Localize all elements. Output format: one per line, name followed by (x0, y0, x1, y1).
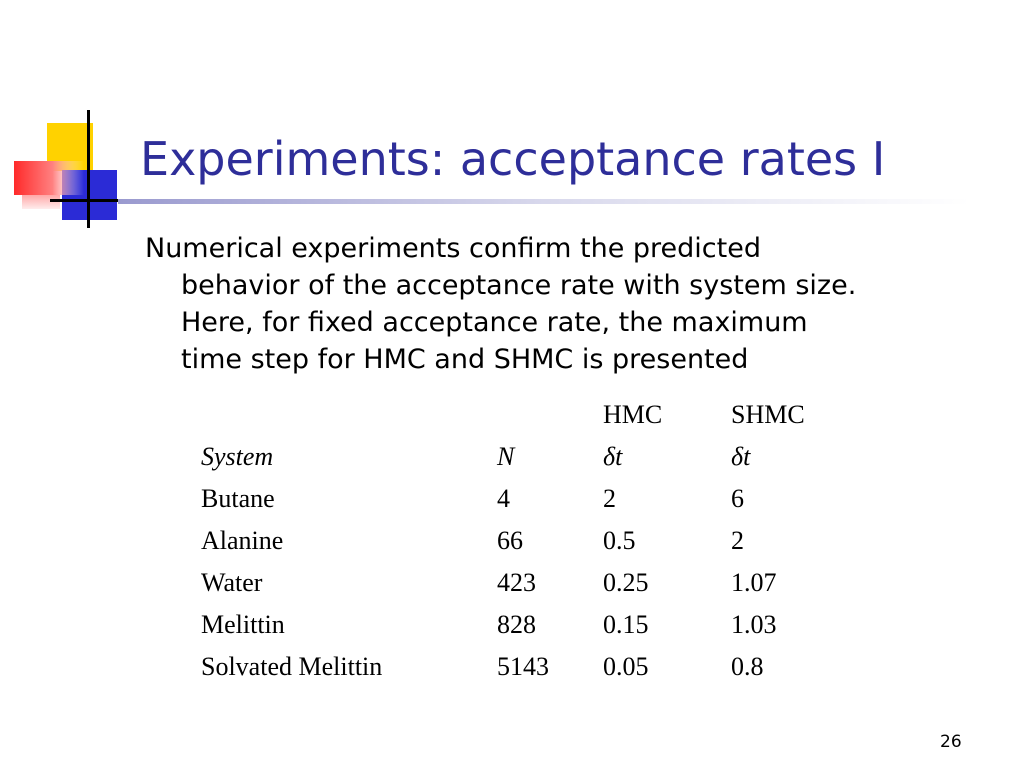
table-cell: 1.07 (731, 568, 777, 597)
table-cell: 2 (603, 484, 616, 513)
deco-red-bar (14, 161, 84, 195)
table-header-row: HMC SHMC (195, 394, 847, 436)
table-row: Butane 4 2 6 (195, 478, 847, 520)
deco-vertical-line (87, 110, 90, 228)
timestep-table: HMC SHMC System N δt δt Butane 4 2 6 Ala… (195, 394, 847, 688)
table-subheader-cell: N (497, 442, 515, 471)
table-cell: 0.15 (603, 610, 649, 639)
table-cell: Alanine (201, 526, 284, 555)
body-line: Numerical experiments confirm the predic… (145, 233, 761, 264)
slide-title: Experiments: acceptance rates I (140, 132, 886, 186)
table-cell: 2 (731, 526, 744, 555)
table-cell: 0.25 (603, 568, 649, 597)
table-cell: 828 (497, 610, 536, 639)
body-line: time step for HMC and SHMC is presented (181, 344, 749, 375)
table-cell: 0.5 (603, 526, 636, 555)
table-row: Alanine 66 0.5 2 (195, 520, 847, 562)
table-header-cell (491, 394, 597, 436)
table-cell: 0.05 (603, 652, 649, 681)
table-subheader-cell: System (201, 442, 274, 471)
table-header-cell: SHMC (731, 400, 805, 429)
table-cell: Water (201, 568, 263, 597)
table-cell: 6 (731, 484, 744, 513)
table-cell: 0.8 (731, 652, 764, 681)
table-subheader-cell: δt (731, 442, 751, 471)
table-cell: 1.03 (731, 610, 777, 639)
table-cell: 423 (497, 568, 536, 597)
body-line: Here, for fixed acceptance rate, the max… (181, 307, 808, 338)
body-line: behavior of the acceptance rate with sys… (181, 270, 857, 301)
table-subheader-cell: δt (603, 442, 623, 471)
table-cell: Melittin (201, 610, 285, 639)
table-cell: Butane (201, 484, 275, 513)
table-cell: 4 (497, 484, 510, 513)
deco-red-fade (22, 195, 60, 209)
title-underline-rule (118, 199, 970, 204)
table-row: Melittin 828 0.15 1.03 (195, 604, 847, 646)
deco-horizontal-line (50, 199, 135, 202)
table-cell: 66 (497, 526, 523, 555)
table-row: Water 423 0.25 1.07 (195, 562, 847, 604)
table-cell: Solvated Melittin (201, 652, 383, 681)
table-header-cell (195, 394, 491, 436)
table-header-cell: HMC (603, 400, 663, 429)
slide-body-text: Numerical experiments confirm the predic… (145, 230, 1005, 378)
table-subheader-row: System N δt δt (195, 436, 847, 478)
table-cell: 5143 (497, 652, 549, 681)
table-row: Solvated Melittin 5143 0.05 0.8 (195, 646, 847, 688)
page-number: 26 (940, 732, 962, 752)
